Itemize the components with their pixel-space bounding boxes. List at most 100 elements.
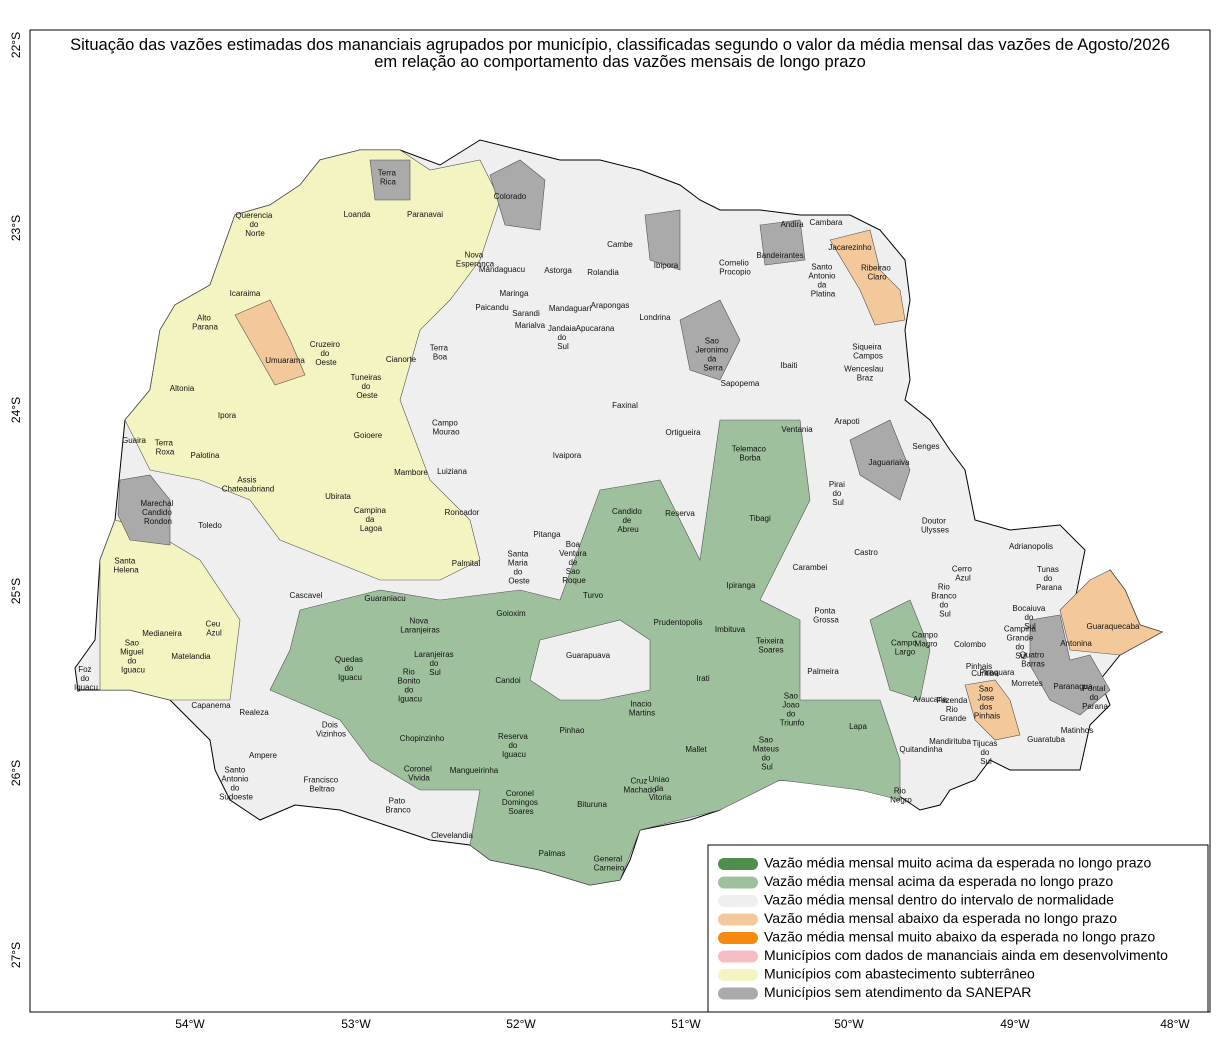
region-above	[869, 599, 931, 701]
lat-label: 24°S	[9, 397, 23, 423]
lat-label: 25°S	[9, 578, 23, 604]
municipality-label: Querencia do Norte	[235, 211, 274, 238]
region-none	[679, 299, 741, 381]
region-none	[849, 419, 911, 501]
municipality-label: Mallet	[685, 745, 707, 754]
municipality-label: Sao Jeronimo da Serra	[695, 337, 730, 373]
municipality-label: Coronel Domingos Soares	[502, 789, 540, 816]
municipality-label: Boa Ventura de Sao Roque	[559, 540, 589, 585]
municipality-label: Turvo	[583, 591, 604, 600]
legend-swatch	[718, 913, 758, 926]
municipality-label: Jacarezinho	[828, 243, 872, 252]
municipality-label: Colombo	[954, 640, 987, 649]
municipality-label: Fazenda Rio Grande	[936, 696, 969, 723]
municipality-label: Sao Joao do Triunfo	[780, 692, 805, 728]
municipality-label: Campo Magro	[912, 631, 940, 649]
municipality-label: Apucarana	[576, 324, 615, 333]
municipality-label: Sao Jose dos Pinhais	[974, 685, 1000, 721]
municipality-label: Antonina	[1060, 639, 1092, 648]
municipality-label: Mandirituba	[929, 737, 971, 746]
municipality-label: Santa Helena	[113, 557, 139, 575]
municipality-label: Francisco Beltrao	[304, 776, 341, 794]
legend-swatch	[718, 895, 758, 907]
municipality-label: Clevelandia	[431, 831, 473, 840]
legend: Vazão média mensal muito acima da espera…	[707, 844, 1209, 1013]
municipality-label: Carambei	[793, 563, 828, 572]
municipality-label: Tunas do Parana	[1036, 565, 1062, 592]
municipality-label: Campina da Lagoa	[354, 506, 388, 533]
municipality-label: Guaraniacu	[364, 594, 405, 603]
lon-label: 51°W	[671, 1017, 701, 1031]
municipality-label: Arapongas	[591, 301, 630, 310]
municipality-label: Senges	[912, 442, 939, 451]
lat-label: 26°S	[9, 760, 23, 786]
region-below	[964, 679, 1021, 741]
municipality-label: Jaguariaiva	[869, 458, 910, 467]
lon-label: 48°W	[1160, 1017, 1190, 1031]
legend-swatch	[718, 932, 758, 944]
municipality-label: Bituruna	[577, 800, 607, 809]
region-none	[369, 159, 411, 201]
municipality-label: Santo Antonio da Platina	[808, 263, 837, 299]
municipality-label: Pato Branco	[385, 797, 411, 815]
lat-label: 22°S	[9, 32, 23, 58]
municipality-label: Rio Branco do Sul	[931, 583, 959, 619]
municipality-label: Coronel Vivida	[404, 765, 434, 783]
municipality-label: Palmeira	[807, 667, 839, 676]
municipality-label: Tuneiras do Oeste	[350, 373, 383, 400]
chart-title: em relação ao comportamento das vazões m…	[374, 53, 866, 71]
municipality-label: Marialva	[515, 321, 546, 330]
municipality-label: Reserva do Iguacu	[498, 732, 530, 759]
municipality-label: Guaratuba	[1027, 735, 1065, 744]
municipality-label: Campo Largo	[891, 639, 919, 657]
lon-label: 49°W	[1000, 1017, 1030, 1031]
legend-swatch	[718, 987, 758, 1000]
municipality-label: Cruzeiro do Oeste	[310, 340, 342, 367]
municipality-label: Astorga	[544, 266, 572, 275]
region-below	[234, 299, 306, 386]
municipality-label: Icaraima	[230, 289, 261, 298]
axis-labels: 22°S 23°S 24°S 25°S 26°S 27°S 54°W 53°W 52°W 51°W…	[9, 32, 1190, 1031]
chart-title: Situação das vazões estimadas dos mananc…	[70, 36, 1170, 54]
legend-swatch	[718, 858, 758, 870]
municipality-label: Paranavai	[407, 210, 443, 219]
legend-label: Vazão média mensal dentro do intervalo d…	[764, 892, 1114, 908]
municipality-label: Cascavel	[290, 591, 323, 600]
municipality-label: Reserva	[665, 509, 695, 518]
legend-label: Municípios com dados de mananciais ainda…	[764, 947, 1168, 963]
region-normal	[529, 619, 651, 701]
municipality-label: Assis Chateaubriand	[222, 476, 274, 494]
municipality-label: Paranagua	[1053, 682, 1093, 691]
municipality-label: Terra Rica	[378, 169, 398, 187]
municipality-label: Teixeira Soares	[756, 637, 786, 655]
municipality-label: Arapoti	[834, 417, 860, 426]
municipality-label: Ipiranga	[727, 581, 756, 590]
municipality-label: Ampere	[249, 751, 278, 760]
municipality-label: Matelandia	[171, 652, 211, 661]
state-shapes	[74, 139, 1164, 886]
municipality-label: Pirai do Sul	[829, 480, 847, 507]
municipality-label: Pinhais	[966, 662, 992, 671]
municipality-label: Pitanga	[533, 530, 561, 539]
legend-label: Vazão média mensal acima da esperada no …	[764, 873, 1113, 889]
lat-label: 23°S	[9, 215, 23, 241]
municipality-label: Uniao da Vitoria	[648, 775, 671, 802]
region-groundwater	[124, 149, 501, 581]
municipality-label: Chopinzinho	[400, 734, 445, 743]
municipality-label: Mandaguacu	[479, 265, 525, 274]
legend-swatch	[718, 969, 758, 981]
municipality-label: Andira	[780, 220, 804, 229]
municipality-label: Irati	[696, 674, 710, 683]
municipality-label: Paicandu	[475, 303, 508, 312]
municipality-label: Umuarama	[265, 356, 305, 365]
lat-label: 27°S	[9, 942, 23, 968]
municipality-label: Guarapuava	[566, 651, 611, 660]
municipality-label: Pinhao	[560, 726, 585, 735]
municipality-label: Pontal do Parana	[1082, 684, 1108, 711]
municipality-label: Cruz Machado	[624, 777, 657, 795]
region-none	[489, 159, 546, 231]
municipality-label: Telemaco Borba	[732, 445, 768, 463]
municipality-label: Sao Miguel do Iguacu	[120, 639, 146, 675]
municipality-label: Santo Antonio do Sudoeste	[219, 766, 253, 802]
municipality-label: Colorado	[494, 192, 527, 201]
